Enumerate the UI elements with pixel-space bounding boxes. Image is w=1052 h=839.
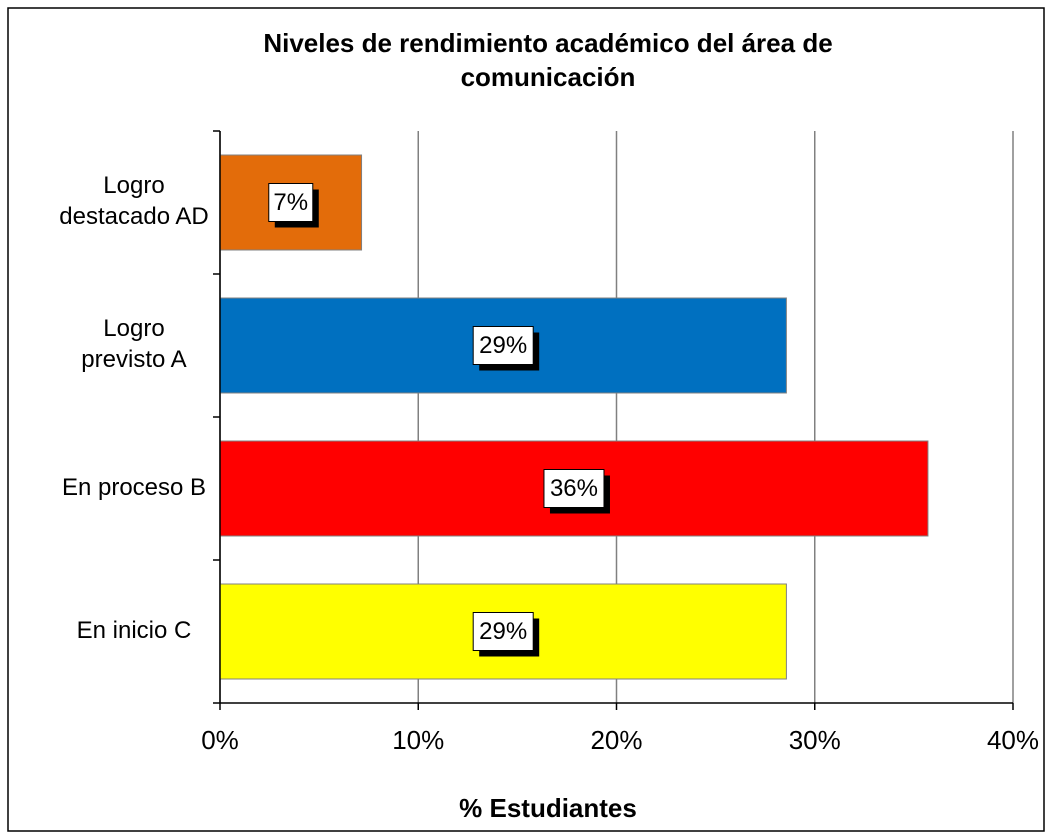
data-label: 29%	[479, 332, 527, 359]
label-box	[472, 612, 534, 651]
data-label: 7%	[273, 189, 308, 216]
x-tick-label: 40%	[987, 725, 1039, 755]
bar	[219, 440, 929, 537]
y-tick-label: En inicio C	[77, 617, 192, 644]
label-box	[543, 469, 605, 508]
x-tick-label: 0%	[201, 725, 239, 755]
chart-border	[7, 7, 1045, 832]
chart-title: Niveles de rendimiento académico del áre…	[263, 28, 832, 92]
label-box	[472, 326, 534, 365]
x-axis-label: % Estudiantes	[459, 793, 637, 823]
x-tick-label: 20%	[590, 725, 642, 755]
label-box	[268, 183, 314, 222]
x-tick-label: 10%	[392, 725, 444, 755]
y-tick-label: Logro previsto A	[81, 315, 186, 373]
y-tick-label: En proceso B	[62, 474, 206, 501]
y-tick-label: Logro destacado AD	[59, 172, 208, 230]
data-label: 36%	[550, 475, 598, 502]
data-label: 29%	[479, 618, 527, 645]
x-tick-label: 30%	[789, 725, 841, 755]
